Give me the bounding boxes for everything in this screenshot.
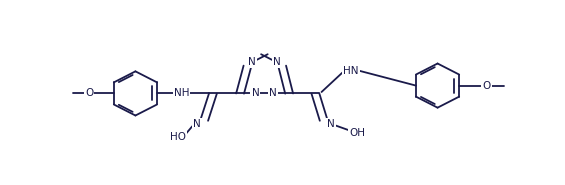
Text: N: N	[193, 119, 201, 129]
Text: N: N	[251, 88, 259, 98]
Text: O: O	[483, 81, 491, 91]
Text: HO: HO	[170, 132, 186, 142]
Text: N: N	[273, 57, 281, 67]
Text: HN: HN	[343, 66, 359, 76]
Text: OH: OH	[349, 128, 366, 138]
Text: N: N	[270, 88, 277, 98]
Text: N: N	[248, 57, 256, 67]
Text: NH: NH	[173, 88, 189, 98]
Text: O: O	[85, 88, 93, 98]
Text: N: N	[327, 119, 335, 129]
